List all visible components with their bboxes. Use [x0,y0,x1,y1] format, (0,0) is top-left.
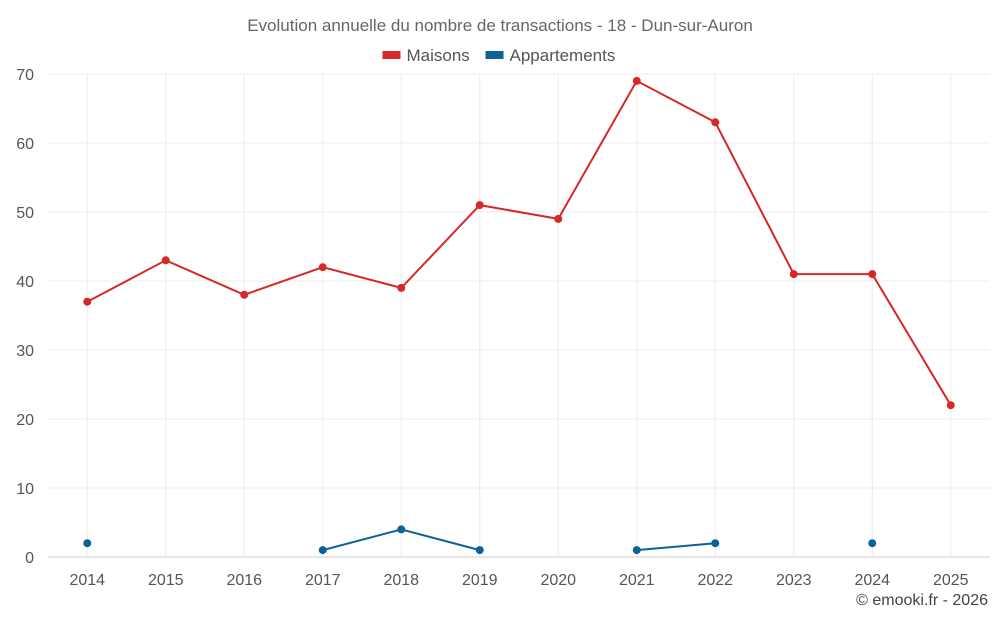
y-axis: 0 10 20 30 40 50 60 70 [16,67,34,567]
y-tick-label: 20 [16,412,34,429]
y-tick-label: 30 [16,343,34,360]
data-point-1 [240,290,249,299]
data-point-1 [83,297,92,306]
x-tick-label: 2019 [462,572,498,589]
data-point-1 [868,270,877,279]
data-point-2 [711,539,720,548]
y-tick-label: 0 [25,550,34,567]
chart-title: Evolution annuelle du nombre de transact… [247,16,753,35]
plot-area [83,76,955,555]
x-tick-label: 2014 [69,572,105,589]
data-point-1 [161,256,170,265]
legend-label: Appartements [510,46,616,65]
legend-label: Maisons [407,46,470,65]
data-point-1 [554,214,563,223]
x-tick-label: 2018 [383,572,419,589]
data-point-1 [475,201,484,210]
y-tick-label: 40 [16,274,34,291]
x-tick-label: 2015 [148,572,184,589]
x-axis: 2014 2015 2016 2017 2018 2019 2020 2021 2022 2023… [69,572,968,589]
x-tick-label: 2022 [697,572,733,589]
x-tick-label: 2020 [540,572,576,589]
data-point-1 [711,118,720,127]
legend: Maisons Appartements [382,46,616,65]
legend-swatch [382,51,401,59]
x-tick-label: 2024 [854,572,890,589]
x-tick-label: 2023 [776,572,812,589]
data-point-2 [475,546,484,555]
y-tick-label: 70 [16,67,34,84]
x-tick-label: 2021 [619,572,655,589]
data-point-1 [318,263,327,272]
data-point-2 [318,546,327,555]
series-line-1 [86,79,952,406]
grid [48,73,990,558]
y-tick-label: 60 [16,136,34,153]
data-point-1 [946,401,955,410]
data-point-1 [397,283,406,292]
data-point-1 [789,270,798,279]
data-point-2 [83,539,92,548]
x-tick-label: 2017 [305,572,341,589]
y-tick-label: 10 [16,481,34,498]
data-point-2 [632,546,641,555]
data-point-2 [397,525,406,534]
x-tick-label: 2025 [933,572,969,589]
data-point-2 [868,539,877,548]
legend-swatch [485,51,504,59]
y-tick-label: 50 [16,205,34,222]
credit-text: © emooki.fr - 2026 [856,592,988,609]
x-tick-label: 2016 [226,572,262,589]
series-line-2 [636,542,716,552]
data-point-1 [632,76,641,85]
